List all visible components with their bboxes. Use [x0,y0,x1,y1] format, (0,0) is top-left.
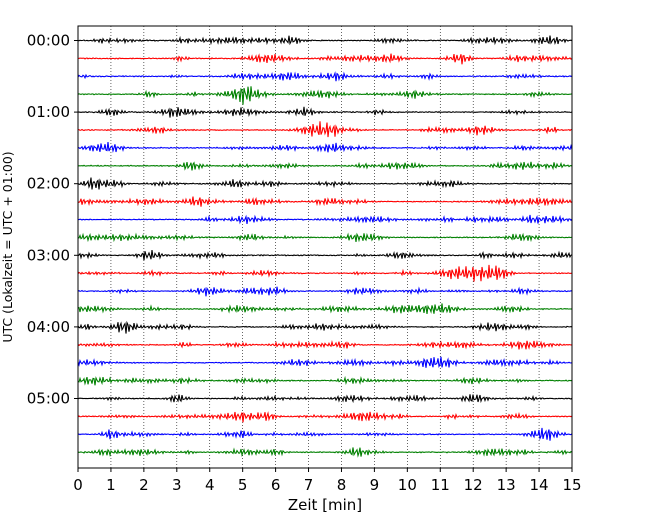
trace-line [77,427,573,441]
x-tick-label: 15 [562,476,581,494]
trace-line [77,394,573,404]
plot-frame [77,25,573,469]
trace-line [77,121,573,138]
trace-line [77,286,573,297]
x-tick-label: 11 [431,476,450,494]
x-tick-label: 1 [106,476,116,494]
x-tick-label: 3 [172,476,182,494]
trace-line [77,53,573,65]
trace-line [77,250,573,261]
trace-line [77,264,573,282]
trace-line [77,196,573,207]
y-tick-label: 03:00 [27,246,70,264]
x-tick-label: 7 [304,476,314,494]
y-tick-label: 04:00 [27,318,70,336]
trace-line [77,303,573,314]
x-tick-label: 13 [497,476,516,494]
trace-line [77,411,573,423]
x-tick-label: 12 [464,476,483,494]
x-tick-label: 9 [370,476,380,494]
y-axis-ticks: 00:00 01:00 02:00 03:00 04:00 05:00 [27,32,78,408]
trace-line [77,142,573,153]
x-tick-label: 4 [205,476,215,494]
x-tick-label: 5 [238,476,248,494]
trace-line [77,447,573,458]
x-tick-label: 10 [398,476,417,494]
trace-line [77,320,573,334]
y-tick-label: 00:00 [27,32,70,50]
seismic-traces [77,35,573,458]
trace-line [77,161,573,171]
y-axis-label: UTC (Lokalzeit = UTC + 01:00) [0,151,15,342]
x-axis-label: Zeit [min] [288,496,362,514]
x-tick-label: 6 [271,476,281,494]
x-tick-label: 2 [139,476,149,494]
y-tick-label: 01:00 [27,103,70,121]
x-tick-label: 14 [530,476,549,494]
x-tick-label: 8 [337,476,347,494]
trace-line [77,375,573,386]
trace-line [77,86,573,105]
x-tick-label: 0 [73,476,83,494]
trace-line [77,340,573,350]
trace-line [77,177,573,190]
trace-line [77,214,573,225]
trace-line [77,106,573,118]
trace-line [77,71,573,82]
trace-line [77,35,573,46]
y-tick-label: 02:00 [27,175,70,193]
x-axis-ticks: 0 1 2 3 4 5 6 7 8 9 10 11 12 13 14 15 [73,468,582,494]
trace-line [77,232,573,243]
trace-line [77,356,573,369]
y-tick-label: 05:00 [27,390,70,408]
